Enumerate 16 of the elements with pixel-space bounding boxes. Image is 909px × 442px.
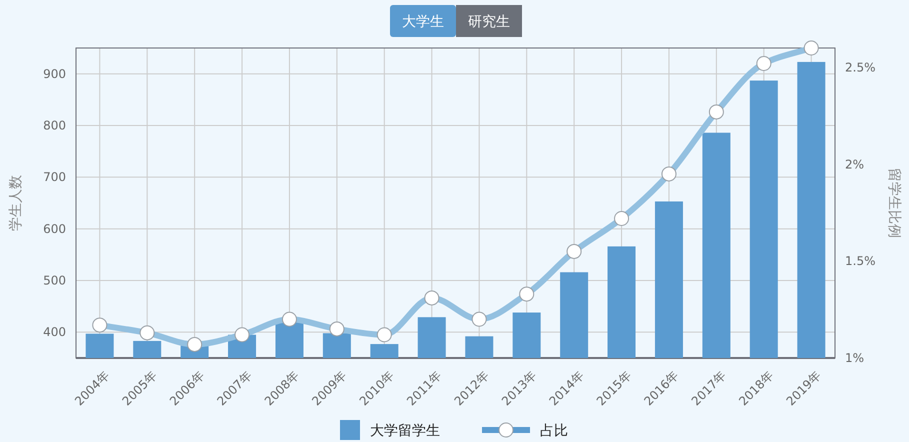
legend-label: 占比 xyxy=(540,423,568,439)
y-tick-label: 900 xyxy=(43,66,66,81)
y-tick-label: 600 xyxy=(43,222,66,236)
y2-tick-label: 2.5% xyxy=(845,60,876,74)
y2-axis-title: 留学生比例 xyxy=(886,168,902,238)
y-tick-label: 800 xyxy=(43,118,66,132)
y2-tick-label: 1.5% xyxy=(845,254,876,268)
y-axis-title: 学生人数 xyxy=(8,175,24,231)
y-tick-label: 700 xyxy=(43,170,66,184)
y-tick-label: 400 xyxy=(43,325,66,340)
y2-tick-label: 2% xyxy=(845,157,864,172)
text: 研究生 xyxy=(468,14,510,30)
y-tick-label: 500 xyxy=(43,274,66,288)
y2-tick-label: 1% xyxy=(845,351,864,365)
text: 大学生 xyxy=(402,14,444,30)
legend-label: 大学留学生 xyxy=(370,423,440,439)
